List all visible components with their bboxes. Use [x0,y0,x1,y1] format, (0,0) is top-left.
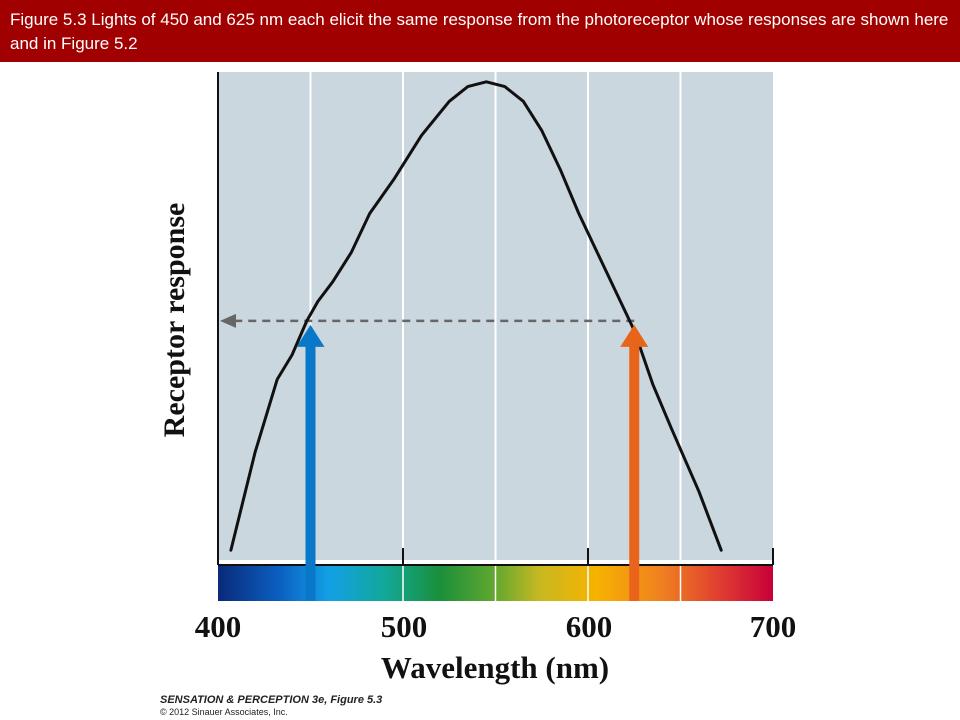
x-axis-label: Wavelength (nm) [380,650,610,685]
caption-banner: Figure 5.3 Lights of 450 and 625 nm each… [0,0,960,62]
stimulus-arrow-450-head [296,324,325,347]
credit-title: SENSATION & PERCEPTION 3e, Figure 5.3 [160,694,383,706]
x-tick-label-400: 400 [194,609,242,644]
figure-caption: Figure 5.3 Lights of 450 and 625 nm each… [10,10,949,53]
y-axis-label: Receptor response [158,202,191,438]
credit-block: SENSATION & PERCEPTION 3e, Figure 5.3 © … [160,694,382,718]
stimulus-arrow-625-head [620,324,649,347]
stimulus-arrow-625-shaft [629,342,640,601]
response-level-arrowhead [220,313,236,328]
response-chart [217,72,774,601]
response-curve [229,80,723,552]
x-tick-label-500: 500 [380,609,428,644]
x-tick-label-700: 700 [749,609,797,644]
x-tick-label-600: 600 [565,609,613,644]
credit-copyright: © 2012 Sinauer Associates, Inc. [160,707,288,717]
stimulus-arrow-450-shaft [305,342,316,601]
